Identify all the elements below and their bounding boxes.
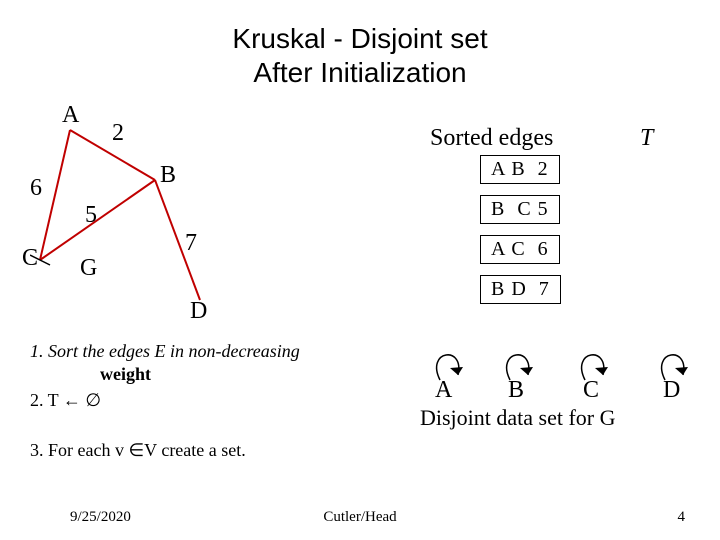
graph-svg xyxy=(30,120,280,320)
algo-step-1b-text: weight xyxy=(100,364,151,384)
vertex-label-c: C xyxy=(22,245,38,272)
algo-step-1a-text: 1. Sort the edges E in non-decreasing xyxy=(30,341,300,361)
edge-bc xyxy=(40,180,155,260)
arrow-a xyxy=(450,367,463,375)
title-line-1: Kruskal - Disjoint set xyxy=(232,23,487,54)
algorithm-steps: 1. Sort the edges E in non-decreasing we… xyxy=(30,340,390,412)
sorted-edges-heading: Sorted edges xyxy=(430,125,553,152)
disjoint-set-diagram: A B C D xyxy=(420,335,700,390)
algo-step-1a: 1. Sort the edges E in non-decreasing xyxy=(30,340,390,363)
algo-step-3: 3. For each v ∈V create a set. xyxy=(30,440,246,461)
edge-ac xyxy=(40,130,70,260)
vertex-label-g: G xyxy=(80,255,97,282)
sorted-edge-0: A B 2 xyxy=(480,155,560,184)
sorted-edge-1: B C 5 xyxy=(480,195,560,224)
arrow-d xyxy=(675,367,688,375)
edge-weight-ab: 2 xyxy=(112,120,124,147)
graph-diagram: A B C D G 2 5 6 7 xyxy=(30,120,280,320)
sorted-edge-3: B D 7 xyxy=(480,275,561,304)
t-label: T xyxy=(640,125,653,152)
dset-node-c: C xyxy=(583,377,599,404)
vertex-label-b: B xyxy=(160,162,176,189)
disjoint-caption: Disjoint data set for G xyxy=(420,405,616,431)
edge-weight-bd: 7 xyxy=(185,230,197,257)
edge-weight-bc: 5 xyxy=(85,202,97,229)
dset-node-a: A xyxy=(435,377,452,404)
title-line-2: After Initialization xyxy=(253,57,466,88)
footer-page: 4 xyxy=(678,509,686,526)
algo-step-2: 2. T ← ∅ xyxy=(30,389,390,412)
dset-node-d: D xyxy=(663,377,680,404)
dset-node-b: B xyxy=(508,377,524,404)
slide-title: Kruskal - Disjoint set After Initializat… xyxy=(0,22,720,89)
edge-weight-ac: 6 xyxy=(30,175,42,202)
arrow-b xyxy=(520,367,533,375)
footer-center: Cutler/Head xyxy=(0,509,720,526)
sorted-edge-2: A C 6 xyxy=(480,235,560,264)
arrow-c xyxy=(595,367,608,375)
algo-step-1b: weight xyxy=(30,363,390,386)
algo-step-2-text: 2. T ← ∅ xyxy=(30,390,101,410)
vertex-label-a: A xyxy=(62,102,79,129)
vertex-label-d: D xyxy=(190,298,207,325)
